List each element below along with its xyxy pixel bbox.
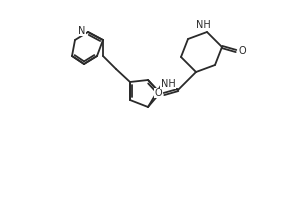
Text: O: O [238,46,246,56]
Text: NH: NH [196,20,210,30]
Text: N: N [78,26,86,36]
Text: O: O [154,88,162,98]
Text: NH: NH [160,79,175,89]
